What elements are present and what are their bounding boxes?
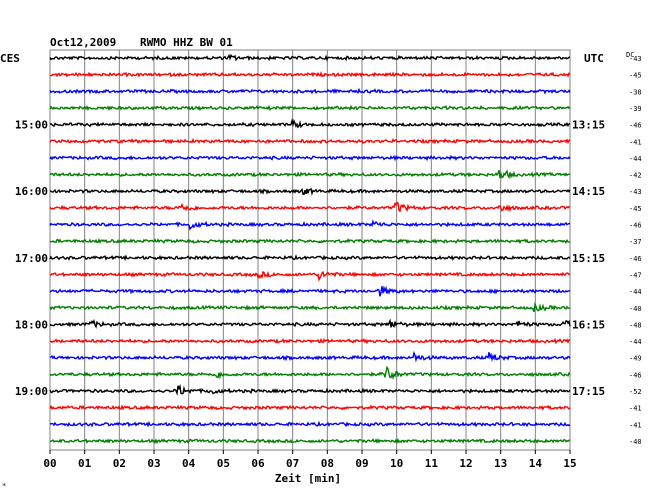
corner-mark: * xyxy=(2,482,6,490)
right-time-label: 15:15 xyxy=(572,252,605,265)
left-time-label: 19:00 xyxy=(15,385,48,398)
seismic-trace xyxy=(49,437,570,445)
dc-offset-label: -48 xyxy=(629,321,642,329)
x-tick-label: 03 xyxy=(147,457,160,470)
dc-offset-label: -44 xyxy=(629,338,642,346)
seismic-trace xyxy=(49,71,571,78)
label-layer: 00 01 02 03 04 05 06 07 08 09 10 11 12 13 14 15 -43 -45 -3… xyxy=(15,55,642,470)
x-tick-label: 06 xyxy=(251,457,265,470)
seismic-trace xyxy=(49,254,571,262)
seismic-trace xyxy=(49,337,571,345)
x-tick-label: 11 xyxy=(425,457,439,470)
seismic-trace xyxy=(49,350,571,363)
seismic-trace xyxy=(49,201,570,213)
grid-lines xyxy=(49,49,571,454)
chart-date: Oct12,2009 xyxy=(50,36,116,49)
dc-offset-label: -44 xyxy=(629,155,642,163)
x-axis-label: Zeit [min] xyxy=(275,472,341,485)
dc-offset-label: -52 xyxy=(629,388,642,396)
dc-offset-label: -41 xyxy=(629,421,642,429)
seismic-trace xyxy=(49,318,571,329)
seismic-trace xyxy=(49,87,571,95)
right-time-label: 17:15 xyxy=(572,385,605,398)
x-tick-label: 00 xyxy=(43,457,56,470)
left-time-label: 15:00 xyxy=(15,119,48,132)
dc-offset-label: -43 xyxy=(629,55,642,63)
seismic-trace xyxy=(49,104,571,112)
seismic-trace xyxy=(49,219,571,231)
x-tick-label: 10 xyxy=(390,457,403,470)
x-tick-label: 02 xyxy=(113,457,126,470)
dc-offset-label: -45 xyxy=(629,72,642,80)
right-time-label: 16:15 xyxy=(572,318,605,331)
seismic-trace xyxy=(49,404,571,411)
seismic-trace xyxy=(49,420,571,428)
dc-offset-label: -45 xyxy=(629,205,642,213)
dc-offset-label: -46 xyxy=(629,255,642,263)
dc-offset-label: -38 xyxy=(629,88,642,96)
seismic-trace xyxy=(49,285,571,297)
dc-offset-label: -49 xyxy=(629,355,642,363)
seismic-trace xyxy=(49,270,571,282)
dc-offset-label: -42 xyxy=(629,172,642,180)
left-time-label: 16:00 xyxy=(15,185,48,198)
left-time-label: 18:00 xyxy=(15,318,48,331)
dc-offset-label: -46 xyxy=(629,222,642,230)
dc-offset-label: -41 xyxy=(629,138,642,146)
dc-header-label: DC xyxy=(626,51,634,59)
left-time-label: 17:00 xyxy=(15,252,48,265)
right-timezone-label: UTC xyxy=(584,52,604,65)
x-tick-label: 01 xyxy=(78,457,92,470)
dc-offset-label: -40 xyxy=(629,438,642,446)
x-tick-label: 14 xyxy=(529,457,543,470)
dc-offset-label: -37 xyxy=(629,238,642,246)
dc-offset-label: -46 xyxy=(629,122,642,130)
seismic-trace xyxy=(49,365,571,381)
x-tick-label: 15 xyxy=(563,457,576,470)
seismic-trace xyxy=(49,169,571,179)
seismic-trace xyxy=(49,154,571,162)
x-tick-label: 12 xyxy=(459,457,472,470)
x-tick-label: 09 xyxy=(355,457,368,470)
dc-offset-label: -46 xyxy=(629,371,642,379)
seismic-trace xyxy=(49,187,571,196)
x-tick-label: 08 xyxy=(321,457,334,470)
seismic-trace xyxy=(49,137,571,145)
dc-offset-label: -39 xyxy=(629,105,642,113)
x-tick-label: 07 xyxy=(286,457,299,470)
trace-layer xyxy=(49,53,571,445)
seismic-trace xyxy=(49,53,571,62)
left-timezone-label: CES xyxy=(0,52,20,65)
right-time-label: 14:15 xyxy=(572,185,605,198)
dc-offset-label: -47 xyxy=(629,271,642,279)
x-tick-label: 13 xyxy=(494,457,507,470)
dc-offset-label: -41 xyxy=(629,405,642,413)
seismic-trace xyxy=(49,117,571,129)
dc-offset-label: -43 xyxy=(629,188,642,196)
seismic-trace xyxy=(49,237,571,245)
chart-station: RWMO HHZ BW 01 xyxy=(140,36,233,49)
dc-offset-label: -44 xyxy=(629,288,642,296)
x-tick-label: 04 xyxy=(182,457,196,470)
dc-offset-label: -40 xyxy=(629,305,642,313)
seismic-trace xyxy=(49,383,571,396)
x-tick-label: 05 xyxy=(217,457,230,470)
right-time-label: 13:15 xyxy=(572,119,605,132)
seismic-trace xyxy=(49,301,571,313)
